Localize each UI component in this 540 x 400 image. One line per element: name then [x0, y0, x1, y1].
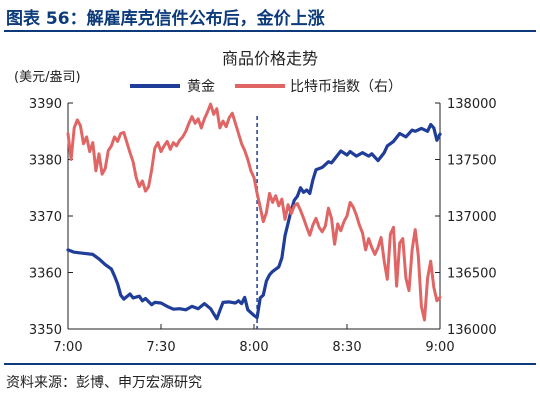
legend-bitcoin-label: 比特币指数（右）: [290, 79, 402, 95]
legend-gold-label: 黄金: [187, 78, 215, 95]
chart-title: 商品价格走势: [221, 49, 318, 68]
x-tick-label: 7:00: [53, 340, 82, 355]
figure-title: 图表 56：解雇库克信件公布后，金价上涨: [6, 9, 325, 29]
x-tick-label: 8:30: [332, 340, 361, 355]
y-right-tick-label: 136500: [447, 267, 497, 282]
x-tick-label: 9:00: [425, 340, 454, 355]
source-note: 资料来源：彭博、申万宏源研究: [6, 375, 202, 391]
y-left-tick-label: 3380: [29, 154, 62, 169]
y-right-tick-label: 138000: [447, 97, 497, 112]
y-left-unit-label: (美元/盎司): [14, 70, 81, 85]
y-right-tick-label: 137500: [447, 154, 497, 169]
y-right-tick-label: 136000: [447, 323, 497, 338]
y-right-tick-label: 137000: [447, 210, 497, 225]
y-left-tick-label: 3360: [29, 267, 62, 282]
source-rule: [4, 363, 536, 365]
y-left-tick-label: 3390: [29, 97, 62, 112]
y-left-tick-label: 3370: [29, 210, 62, 225]
y-left-tick-label: 3350: [29, 323, 62, 338]
x-tick-label: 7:30: [146, 340, 175, 355]
x-tick-label: 8:00: [239, 340, 268, 355]
legend: 黄金 比特币指数（右）: [130, 78, 402, 95]
bitcoin-series-line: [66, 102, 442, 322]
gold-series-line: [66, 122, 442, 321]
title-rule: [4, 30, 536, 32]
